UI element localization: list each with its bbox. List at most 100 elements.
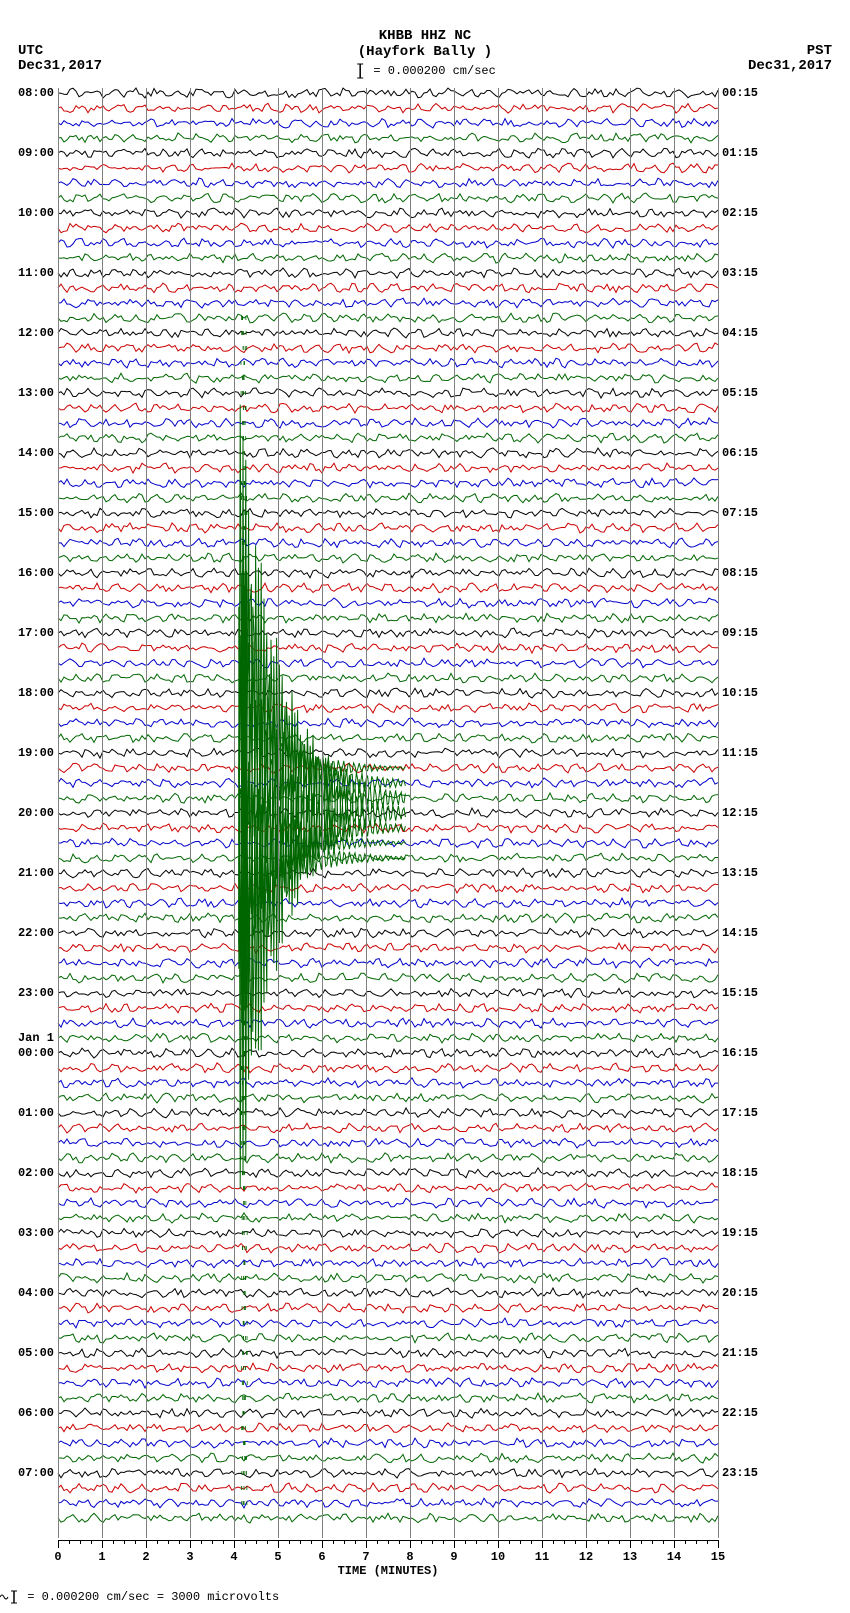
x-tick-label: 2: [142, 1550, 149, 1564]
x-minor-tick: [608, 1540, 609, 1544]
pst-time-label: 06:15: [722, 446, 766, 461]
x-minor-tick: [355, 1540, 356, 1544]
x-minor-tick: [432, 1540, 433, 1544]
utc-time-label: 18:00: [8, 686, 54, 701]
x-tick: [234, 1540, 235, 1548]
x-minor-tick: [707, 1540, 708, 1544]
x-tick-label: 13: [623, 1550, 637, 1564]
x-minor-tick: [333, 1540, 334, 1544]
gridline-vertical: [498, 88, 499, 1538]
right-timezone: PST: [807, 43, 832, 59]
gridline-vertical: [190, 88, 191, 1538]
x-minor-tick: [135, 1540, 136, 1544]
utc-time-label: 22:00: [8, 926, 54, 941]
pst-time-label: 12:15: [722, 806, 766, 821]
x-minor-tick: [443, 1540, 444, 1544]
x-minor-tick: [245, 1540, 246, 1544]
utc-time-label: 16:00: [8, 566, 54, 581]
x-tick: [630, 1540, 631, 1548]
pst-time-label: 03:15: [722, 266, 766, 281]
x-tick: [674, 1540, 675, 1548]
scale-legend: = 0.000200 cm/sec: [354, 62, 496, 80]
gridline-vertical: [718, 88, 719, 1538]
utc-time-label: 17:00: [8, 626, 54, 641]
x-minor-tick: [520, 1540, 521, 1544]
x-minor-tick: [597, 1540, 598, 1544]
pst-time-label: 20:15: [722, 1286, 766, 1301]
utc-time-label: 21:00: [8, 866, 54, 881]
x-tick-label: 6: [318, 1550, 325, 1564]
x-minor-tick: [487, 1540, 488, 1544]
pst-time-label: 08:15: [722, 566, 766, 581]
gridline-vertical: [278, 88, 279, 1538]
x-minor-tick: [619, 1540, 620, 1544]
utc-time-label: 00:00: [8, 1046, 54, 1061]
x-minor-tick: [641, 1540, 642, 1544]
x-minor-tick: [168, 1540, 169, 1544]
gridline-vertical: [58, 88, 59, 1538]
x-tick-label: 8: [406, 1550, 413, 1564]
pst-time-label: 15:15: [722, 986, 766, 1001]
utc-time-label: 06:00: [8, 1406, 54, 1421]
pst-time-label: 19:15: [722, 1226, 766, 1241]
footer-text: = 0.000200 cm/sec = 3000 microvolts: [27, 1590, 279, 1604]
utc-time-label: 12:00: [8, 326, 54, 341]
gridline-vertical: [366, 88, 367, 1538]
x-tick: [58, 1540, 59, 1548]
x-tick-label: 14: [667, 1550, 681, 1564]
pst-time-label: 14:15: [722, 926, 766, 941]
x-minor-tick: [91, 1540, 92, 1544]
footer-scale: = 0.000200 cm/sec = 3000 microvolts: [0, 1589, 279, 1605]
pst-time-label: 00:15: [722, 86, 766, 101]
pst-time-label: 22:15: [722, 1406, 766, 1421]
x-minor-tick: [289, 1540, 290, 1544]
utc-time-label: 19:00: [8, 746, 54, 761]
x-tick: [366, 1540, 367, 1548]
utc-time-label: 07:00: [8, 1466, 54, 1481]
x-tick-label: 0: [54, 1550, 61, 1564]
x-minor-tick: [157, 1540, 158, 1544]
gridline-vertical: [630, 88, 631, 1538]
left-date: Dec31,2017: [18, 58, 102, 74]
pst-time-label: 17:15: [722, 1106, 766, 1121]
x-minor-tick: [564, 1540, 565, 1544]
pst-time-label: 13:15: [722, 866, 766, 881]
gridline-vertical: [542, 88, 543, 1538]
x-minor-tick: [124, 1540, 125, 1544]
seismogram-traces: [58, 88, 718, 1538]
pst-time-label: 10:15: [722, 686, 766, 701]
x-tick: [410, 1540, 411, 1548]
helicorder-plot: 08:0009:0010:0011:0012:0013:0014:0015:00…: [58, 88, 718, 1538]
x-tick-label: 11: [535, 1550, 549, 1564]
gridline-vertical: [322, 88, 323, 1538]
pst-time-label: 11:15: [722, 746, 766, 761]
x-minor-tick: [696, 1540, 697, 1544]
x-minor-tick: [113, 1540, 114, 1544]
x-minor-tick: [531, 1540, 532, 1544]
x-tick-label: 4: [230, 1550, 237, 1564]
x-minor-tick: [69, 1540, 70, 1544]
pst-time-label: 02:15: [722, 206, 766, 221]
right-date: Dec31,2017: [748, 58, 832, 74]
pst-time-label: 18:15: [722, 1166, 766, 1181]
gridline-vertical: [102, 88, 103, 1538]
x-minor-tick: [267, 1540, 268, 1544]
chart-header: KHBB HHZ NC (Hayfork Bally ): [0, 28, 850, 60]
gridline-vertical: [586, 88, 587, 1538]
x-tick-label: 12: [579, 1550, 593, 1564]
utc-time-label: Jan 1: [8, 1031, 54, 1046]
x-tick: [542, 1540, 543, 1548]
pst-time-label: 04:15: [722, 326, 766, 341]
x-minor-tick: [476, 1540, 477, 1544]
x-minor-tick: [212, 1540, 213, 1544]
x-minor-tick: [344, 1540, 345, 1544]
x-tick-label: 15: [711, 1550, 725, 1564]
x-tick: [498, 1540, 499, 1548]
station-location: (Hayfork Bally ): [0, 44, 850, 60]
x-minor-tick: [256, 1540, 257, 1544]
gridline-vertical: [234, 88, 235, 1538]
x-tick: [146, 1540, 147, 1548]
x-minor-tick: [311, 1540, 312, 1544]
x-tick-label: 10: [491, 1550, 505, 1564]
x-tick: [190, 1540, 191, 1548]
